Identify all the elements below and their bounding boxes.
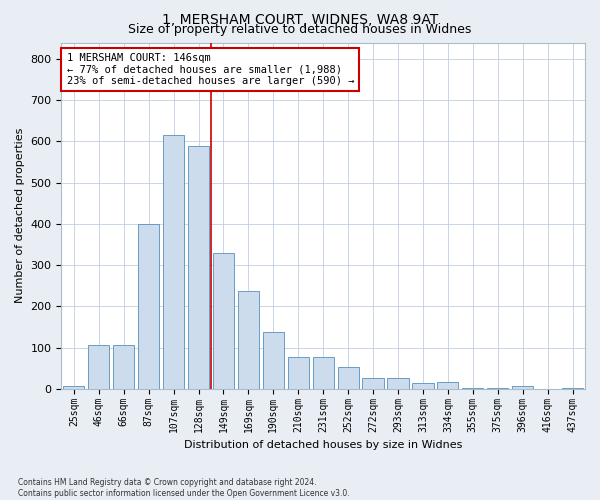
Bar [188, 146, 209, 389]
Bar [462, 388, 484, 389]
Bar [163, 136, 184, 389]
Text: 1, MERSHAM COURT, WIDNES, WA8 9AT: 1, MERSHAM COURT, WIDNES, WA8 9AT [162, 12, 438, 26]
Bar [263, 332, 284, 389]
Text: Contains HM Land Registry data © Crown copyright and database right 2024.
Contai: Contains HM Land Registry data © Crown c… [18, 478, 350, 498]
X-axis label: Distribution of detached houses by size in Widnes: Distribution of detached houses by size … [184, 440, 463, 450]
Bar [388, 378, 409, 389]
Bar [487, 388, 508, 389]
Text: Size of property relative to detached houses in Widnes: Size of property relative to detached ho… [128, 22, 472, 36]
Bar [138, 224, 159, 389]
Bar [88, 344, 109, 389]
Bar [313, 357, 334, 389]
Bar [238, 290, 259, 389]
Bar [562, 388, 583, 389]
Text: 1 MERSHAM COURT: 146sqm
← 77% of detached houses are smaller (1,988)
23% of semi: 1 MERSHAM COURT: 146sqm ← 77% of detache… [67, 53, 354, 86]
Bar [63, 386, 85, 389]
Bar [287, 357, 309, 389]
Bar [412, 384, 434, 389]
Bar [512, 386, 533, 389]
Bar [437, 382, 458, 389]
Bar [113, 344, 134, 389]
Y-axis label: Number of detached properties: Number of detached properties [15, 128, 25, 304]
Bar [362, 378, 383, 389]
Bar [338, 368, 359, 389]
Bar [213, 252, 234, 389]
